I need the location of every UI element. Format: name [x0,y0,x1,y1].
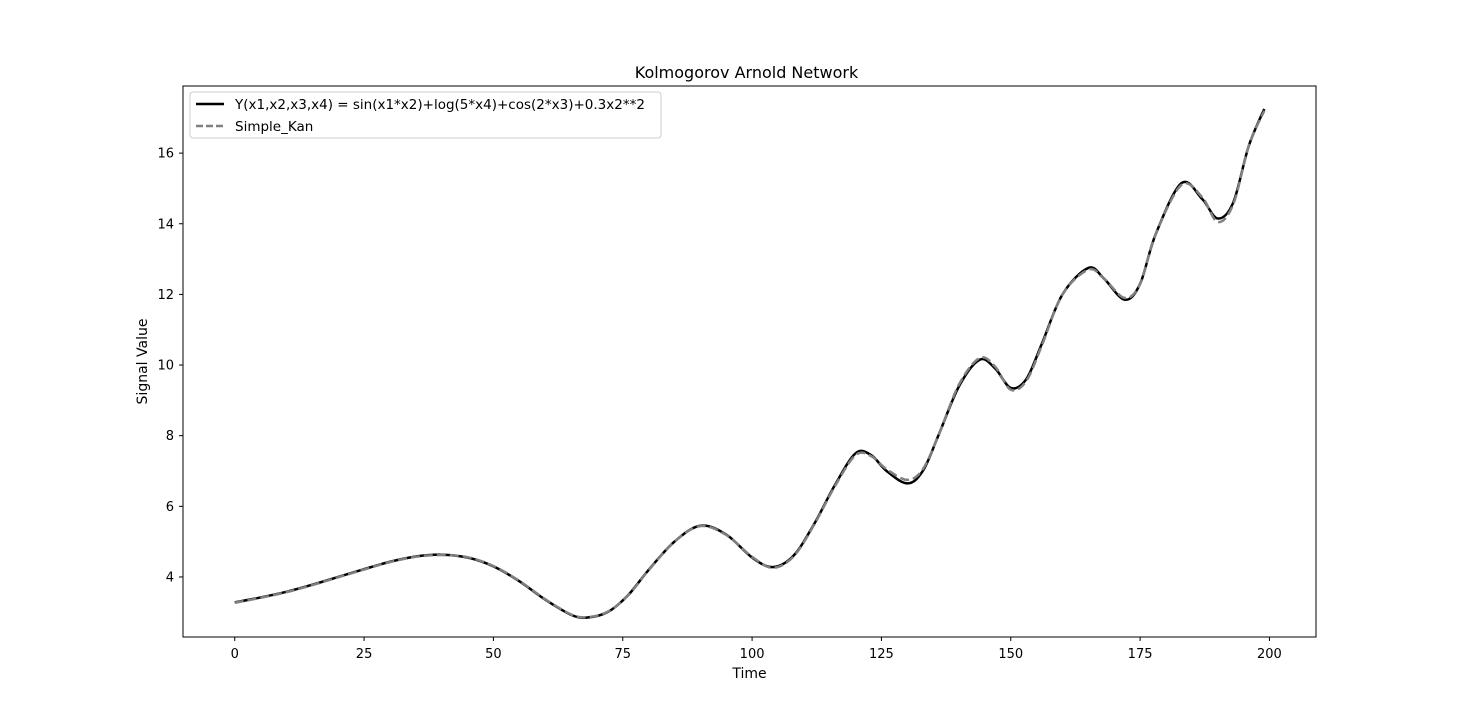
y-tick-label: 12 [157,288,174,303]
series-layer [234,108,1266,619]
y-axis: 4 6 8 10 12 14 16 [157,147,183,585]
x-tick-label: 125 [869,647,894,662]
x-tick-label: 0 [231,647,239,662]
legend-box [189,91,662,139]
y-tick-label: 10 [157,359,174,374]
x-axis: 0 25 50 75 100 125 150 175 200 [231,637,1282,662]
legend-label-target: Y(x1,x2,x3,x4) = sin(x1*x2)+log(5*x4)+co… [234,97,645,113]
y-tick-label: 4 [166,570,174,585]
y-tick-label: 6 [166,500,174,515]
legend: Y(x1,x2,x3,x4) = sin(x1*x2)+log(5*x4)+co… [189,91,662,139]
x-tick-label: 50 [485,647,502,662]
plot-frame [182,85,1317,638]
x-tick-label: 100 [740,647,765,662]
x-tick-label: 75 [614,647,631,662]
y-tick-label: 8 [166,429,174,444]
x-tick-label: 25 [356,647,373,662]
series-line-simple-kan [234,110,1266,619]
x-tick-label: 200 [1257,647,1282,662]
y-tick-label: 14 [157,217,174,232]
y-axis-label: Signal Value [135,319,151,405]
x-tick-label: 150 [998,647,1023,662]
x-axis-label: Time [731,666,766,682]
y-tick-label: 16 [157,147,174,162]
chart-title: Kolmogorov Arnold Network [635,63,859,82]
legend-label-simple-kan: Simple_Kan [235,119,313,135]
x-tick-label: 175 [1128,647,1153,662]
plot-area [182,85,1317,638]
